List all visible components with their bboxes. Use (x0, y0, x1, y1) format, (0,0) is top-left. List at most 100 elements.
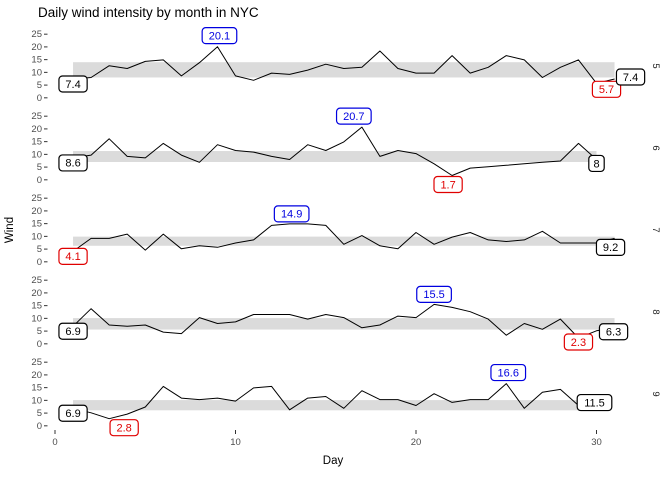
value-label-box (576, 393, 613, 412)
wind-line-month-9 (72, 383, 597, 420)
value-label-box (201, 27, 238, 45)
y-tick-label: 25 (31, 29, 42, 40)
y-tick-label: 10 (31, 313, 42, 324)
min-value-label-month-5: 5.7 (591, 80, 622, 98)
y-tick-label: 0 (37, 339, 42, 350)
max-value-label-month-9: 16.6 (490, 363, 527, 382)
value-label-text: 2.3 (571, 337, 586, 349)
end-value-label-month-5: 7.4 (615, 68, 646, 86)
y-tick-label: 25 (31, 357, 42, 368)
y-tick-label: 25 (31, 111, 42, 122)
y-tick-label: 25 (31, 193, 42, 204)
max-value-label-month-7: 14.9 (273, 205, 310, 223)
value-label-box (109, 419, 139, 437)
y-tick-label: 20 (31, 370, 42, 381)
y-tick-label: 5 (37, 80, 42, 91)
facet-strip-month-7: 7 (650, 227, 661, 232)
value-label-text: 8 (593, 158, 599, 170)
value-label-text: 1.7 (440, 179, 455, 191)
band-month-7 (73, 236, 615, 246)
y-tick-label: 20 (31, 42, 42, 53)
x-axis-label: Day (322, 455, 344, 467)
max-value-label-month-6: 20.7 (335, 107, 372, 125)
value-label-box (416, 285, 452, 303)
value-label-box (58, 154, 88, 172)
y-tick-label: 5 (37, 326, 42, 337)
value-label-text: 6.3 (606, 327, 621, 339)
start-value-label-month-9: 6.9 (58, 404, 88, 422)
y-tick-label: 15 (31, 55, 42, 66)
value-label-box (595, 238, 626, 256)
value-label-text: 20.7 (343, 111, 364, 123)
value-label-text: 15.5 (423, 289, 444, 301)
value-label-text: 2.8 (117, 422, 132, 434)
value-label-box (58, 404, 88, 422)
x-tick-label: 30 (591, 437, 602, 448)
y-tick-label: 25 (31, 275, 42, 286)
y-tick-label: 0 (37, 421, 42, 432)
y-tick-label: 10 (31, 149, 42, 160)
y-tick-label: 20 (31, 288, 42, 299)
facet-strip-month-8: 8 (650, 309, 661, 314)
value-label-text: 16.6 (498, 367, 519, 379)
value-label-box (58, 322, 88, 340)
y-tick-label: 20 (31, 124, 42, 135)
value-label-box (58, 75, 88, 93)
y-tick-label: 20 (31, 206, 42, 217)
end-value-label-month-8: 6.3 (598, 323, 629, 341)
band-month-5 (73, 62, 615, 78)
plot-title: Daily wind intensity by month in NYC (38, 5, 259, 20)
value-label-box (615, 68, 646, 86)
band-month-8 (73, 318, 615, 330)
end-value-label-month-7: 9.2 (595, 238, 626, 256)
value-label-box (598, 323, 629, 341)
facet-strip-month-9: 9 (650, 391, 661, 396)
y-axis-label: Wind (4, 216, 16, 244)
wind-line-month-7 (72, 223, 615, 252)
start-value-label-month-6: 8.6 (58, 154, 88, 172)
end-value-label-month-9: 11.5 (576, 393, 613, 412)
min-value-label-month-7: 4.1 (58, 247, 88, 265)
min-value-label-month-6: 1.7 (433, 175, 463, 194)
max-value-label-month-5: 20.1 (201, 27, 238, 45)
value-label-text: 7.4 (65, 79, 80, 91)
value-label-text: 6.9 (65, 326, 80, 338)
max-value-label-month-8: 15.5 (416, 285, 452, 303)
value-label-text: 20.1 (209, 30, 230, 42)
y-tick-label: 0 (37, 257, 42, 268)
end-value-label-month-6: 8 (588, 154, 605, 173)
value-label-text: 14.9 (281, 209, 302, 221)
y-tick-label: 15 (31, 137, 42, 148)
facet-strip-month-6: 6 (650, 145, 661, 150)
value-label-text: 8.6 (65, 158, 80, 170)
wind-line-month-6 (72, 126, 597, 176)
start-value-label-month-5: 7.4 (58, 75, 88, 93)
value-label-box (563, 333, 594, 351)
y-tick-label: 0 (37, 93, 42, 104)
value-label-text: 9.2 (603, 242, 618, 254)
min-value-label-month-8: 2.3 (563, 333, 594, 351)
wind-line-month-8 (72, 303, 615, 339)
value-label-box (588, 154, 605, 173)
min-value-label-month-9: 2.8 (109, 419, 139, 437)
value-label-box (58, 247, 88, 265)
value-label-box (490, 363, 527, 382)
y-tick-label: 10 (31, 231, 42, 242)
y-tick-label: 5 (37, 408, 42, 419)
facet-strip-month-5: 5 (650, 63, 661, 68)
y-tick-label: 5 (37, 162, 42, 173)
value-label-box (273, 205, 310, 223)
value-label-text: 11.5 (584, 397, 605, 409)
value-label-box (591, 80, 622, 98)
y-tick-label: 5 (37, 244, 42, 255)
x-tick-label: 20 (411, 437, 422, 448)
y-tick-label: 10 (31, 67, 42, 78)
value-label-text: 5.7 (599, 84, 614, 96)
x-tick-label: 10 (230, 437, 241, 448)
value-label-text: 4.1 (65, 251, 80, 263)
y-tick-label: 0 (37, 175, 42, 186)
wind-line-month-5 (72, 46, 615, 84)
x-tick-label: 0 (52, 437, 57, 448)
